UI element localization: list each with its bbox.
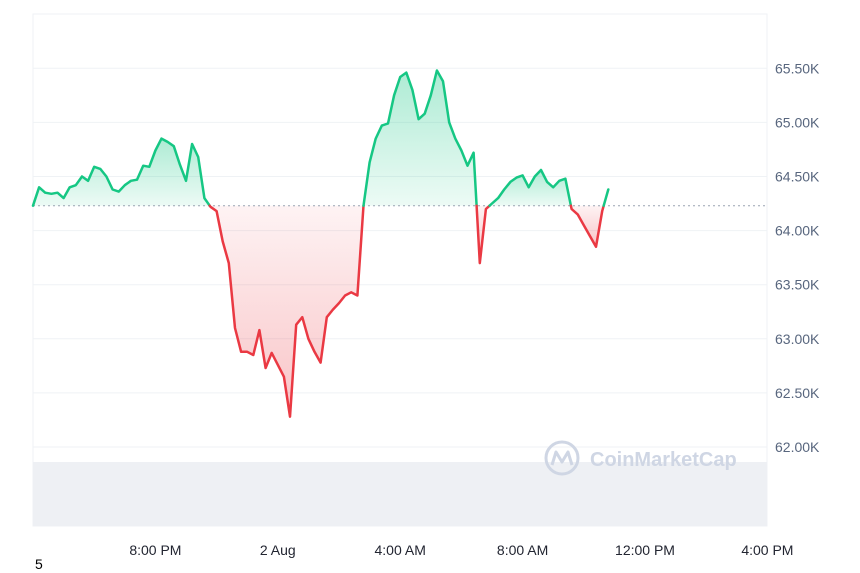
y-axis-ticks: 65.50K 65.00K 64.50K 64.00K 63.50K 63.00K 62.5… [775,60,820,455]
volume-area [33,462,767,526]
coinmarketcap-watermark: CoinMarketCap [544,440,737,476]
area-above-baseline [363,70,477,206]
x-tick-label: 4:00 PM [741,542,793,558]
price-line-up [31,137,211,207]
x-tick-label: 8:00 AM [497,542,548,558]
volume-band [33,462,767,526]
watermark-label: CoinMarketCap [590,449,737,471]
coinmarketcap-logo-icon [544,440,580,476]
x-tick-label: 4:00 AM [375,542,426,558]
price-line-down [208,204,365,418]
price-line-up [362,69,478,207]
footer-number: 5 [35,556,43,572]
area-below-baseline [209,205,364,417]
price-line-down [569,204,605,249]
price-line-up [602,188,610,207]
x-tick-label: 2 Aug [260,542,296,558]
y-tick-label: 65.50K [775,60,820,76]
y-tick-label: 62.00K [775,439,820,455]
y-tick-label: 64.50K [775,169,820,185]
area-fills [33,70,609,417]
price-line-up [488,168,573,207]
x-tick-label: 8:00 PM [129,542,181,558]
price-line-down [475,204,491,265]
price-lines [31,69,610,418]
y-tick-label: 63.50K [775,277,820,293]
area-above-baseline [489,170,571,206]
y-tick-label: 65.00K [775,114,820,130]
x-tick-label: 12:00 PM [615,542,675,558]
y-tick-label: 64.00K [775,223,820,239]
y-tick-label: 62.50K [775,385,820,401]
area-above-baseline [33,138,210,206]
x-axis-ticks: 8:00 PM 2 Aug 4:00 AM 8:00 AM 12:00 PM 4:00 P… [129,542,793,558]
y-tick-label: 63.00K [775,331,820,347]
